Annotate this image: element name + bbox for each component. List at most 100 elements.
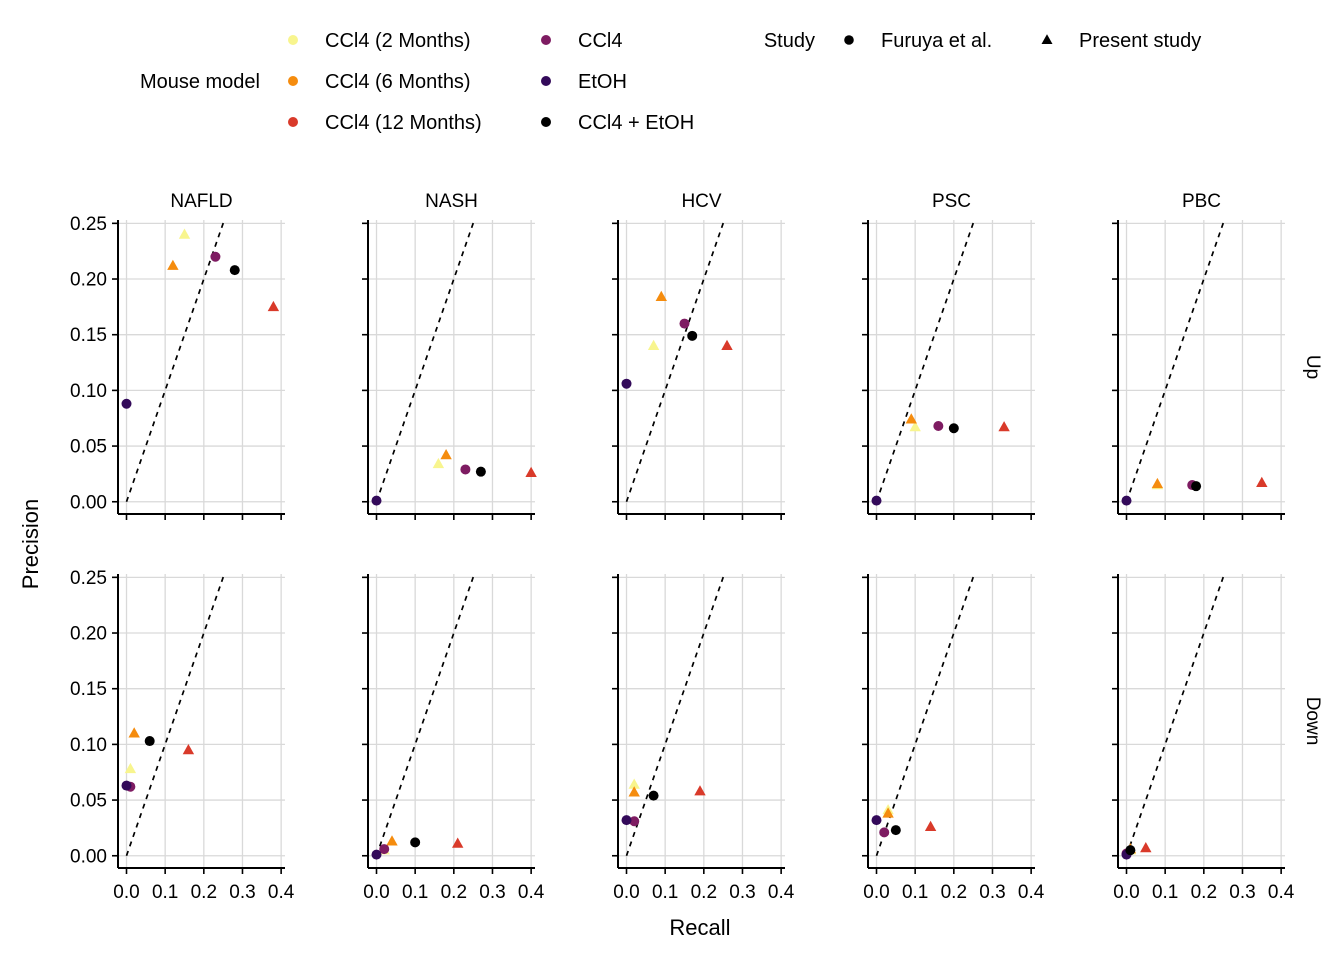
reference-line	[625, 219, 726, 503]
panel-down-pbc: 0.0 0.1 0.2 0.3 0.4 Down	[1112, 573, 1323, 903]
reference-line	[125, 219, 226, 503]
reference-line	[1125, 219, 1226, 503]
data-point-ccl4-12-months-present-study	[525, 466, 537, 477]
facet-label-down: Down	[1302, 697, 1323, 746]
panel-up-nafld: 0.00 0.05 0.10 0.15 0.20 0.25 NAFLD	[70, 191, 285, 520]
x-tick-label: 0.1	[402, 882, 428, 903]
data-point-ccl4-6-months-present-study	[882, 807, 894, 818]
panel-up-psc: PSC	[862, 191, 1035, 520]
data-point-ccl4-etoh-furuya-et-al	[648, 790, 659, 801]
reference-line	[1125, 573, 1226, 857]
x-tick-label: 0.1	[152, 882, 178, 903]
panel-up-pbc: PBC Up	[1112, 191, 1323, 520]
x-tick-label: 0.4	[518, 882, 545, 903]
data-point-etoh-furuya-et-al	[371, 849, 382, 860]
legend-marker-ccl4	[541, 35, 551, 45]
panel-down-psc: 0.0 0.1 0.2 0.3 0.4	[862, 573, 1045, 903]
data-point-ccl4-etoh-furuya-et-al	[687, 330, 698, 341]
data-point-etoh-furuya-et-al	[121, 398, 132, 409]
data-point-ccl4-etoh-furuya-et-al	[890, 825, 901, 836]
panel-up-nash: NASH	[362, 191, 537, 520]
data-point-ccl4-6-months-present-study	[905, 413, 917, 424]
data-point-ccl4-etoh-furuya-et-al	[229, 265, 240, 276]
data-point-ccl4-6-months-present-study	[628, 786, 640, 797]
facet-label-up: Up	[1302, 355, 1323, 379]
data-point-etoh-furuya-et-al	[871, 815, 882, 826]
legend-label-ccl4-6-months: CCl4 (6 Months)	[325, 71, 471, 93]
data-point-etoh-furuya-et-al	[621, 815, 632, 826]
x-tick-label: 0.3	[979, 882, 1005, 903]
facet-label-psc: PSC	[932, 191, 971, 212]
facet-label-pbc: PBC	[1182, 191, 1221, 212]
data-point-ccl4-etoh-furuya-et-al	[475, 466, 486, 477]
data-point-ccl4-12-months-present-study	[182, 744, 195, 755]
reference-line	[375, 573, 476, 857]
data-point-etoh-furuya-et-al	[1121, 495, 1132, 506]
data-point-ccl4-12-months-present-study	[1140, 842, 1152, 853]
reference-line	[125, 573, 226, 857]
y-tick-label: 0.05	[70, 437, 107, 458]
x-tick-label: 0.4	[1018, 882, 1045, 903]
legend-marker-etoh	[541, 76, 551, 86]
data-point-ccl4-12-months-present-study	[924, 820, 937, 831]
y-tick-label: 0.10	[70, 381, 107, 402]
data-point-ccl4-2-months-present-study	[178, 228, 191, 239]
legend-marker-ccl4-2-months	[288, 35, 298, 45]
x-tick-label: 0.0	[113, 882, 139, 903]
y-tick-label: 0.10	[70, 735, 107, 756]
panel-down-nash: 0.0 0.1 0.2 0.3 0.4	[362, 573, 545, 903]
facet-label-hcv: HCV	[681, 191, 721, 212]
panel-up-hcv: HCV	[612, 191, 785, 520]
x-tick-label: 0.3	[479, 882, 505, 903]
data-point-ccl4-12-months-present-study	[694, 785, 706, 796]
legend-label-ccl4-etoh: CCl4 + EtOH	[578, 112, 694, 134]
x-tick-label: 0.1	[652, 882, 678, 903]
legend-marker-ccl4-etoh	[541, 117, 551, 127]
data-point-ccl4-12-months-present-study	[998, 421, 1010, 432]
data-point-ccl4-6-months-present-study	[128, 727, 140, 738]
x-tick-label: 0.1	[902, 882, 928, 903]
data-point-ccl4-2-months-present-study	[628, 778, 640, 789]
data-point-ccl4-2-months-present-study	[647, 339, 660, 350]
data-point-ccl4-furuya-et-al	[879, 827, 890, 838]
data-point-ccl4-2-months-present-study	[432, 457, 445, 469]
x-tick-label: 0.3	[1229, 882, 1255, 903]
legend-label-ccl4-12-months: CCl4 (12 Months)	[325, 112, 482, 134]
x-tick-label: 0.2	[1191, 882, 1217, 903]
data-point-ccl4-etoh-furuya-et-al	[1125, 845, 1136, 856]
data-point-ccl4-etoh-furuya-et-al	[410, 837, 421, 848]
data-point-ccl4-6-months-present-study	[655, 290, 667, 301]
x-axis-title: Recall	[669, 915, 730, 940]
x-tick-label: 0.4	[268, 882, 295, 903]
panel-grid: 0.00 0.05 0.10 0.15 0.20 0.25 NAFLD NASH HCV PSC P…	[70, 191, 1323, 903]
data-point-ccl4-2-months-present-study	[909, 421, 921, 432]
data-point-ccl4-12-months-present-study	[452, 837, 464, 848]
data-point-ccl4-furuya-et-al	[679, 318, 690, 329]
y-axis-title: Precision	[18, 499, 43, 589]
data-point-ccl4-12-months-present-study	[1256, 476, 1268, 487]
x-tick-label: 0.4	[1268, 882, 1295, 903]
reference-line	[375, 219, 476, 503]
data-point-ccl4-12-months-present-study	[721, 339, 733, 350]
legend-title-study: Study	[764, 30, 815, 52]
data-point-ccl4-6-months-present-study	[1151, 477, 1164, 489]
x-tick-label: 0.2	[191, 882, 217, 903]
data-point-ccl4-furuya-et-al	[933, 421, 944, 432]
data-point-etoh-furuya-et-al	[371, 495, 382, 506]
legend-label-etoh: EtOH	[578, 71, 627, 93]
data-point-ccl4-2-months-present-study	[124, 762, 137, 774]
data-point-ccl4-furuya-et-al	[379, 844, 390, 855]
legend-label-furuya-et-al: Furuya et al.	[881, 30, 992, 52]
data-point-ccl4-etoh-furuya-et-al	[948, 423, 959, 434]
x-tick-label: 0.4	[768, 882, 795, 903]
x-tick-label: 0.1	[1152, 882, 1178, 903]
facet-label-nafld: NAFLD	[170, 191, 232, 212]
legend-marker-ccl4-12-months	[288, 117, 298, 127]
y-tick-label: 0.20	[70, 270, 107, 291]
legend: Mouse model Study CCl4 (2 Months) CCl4 (6…	[140, 30, 1201, 134]
y-tick-label: 0.00	[70, 846, 107, 867]
legend-label-ccl4-2-months: CCl4 (2 Months)	[325, 30, 471, 52]
data-point-ccl4-furuya-et-al	[210, 251, 221, 262]
x-tick-label: 0.0	[363, 882, 389, 903]
